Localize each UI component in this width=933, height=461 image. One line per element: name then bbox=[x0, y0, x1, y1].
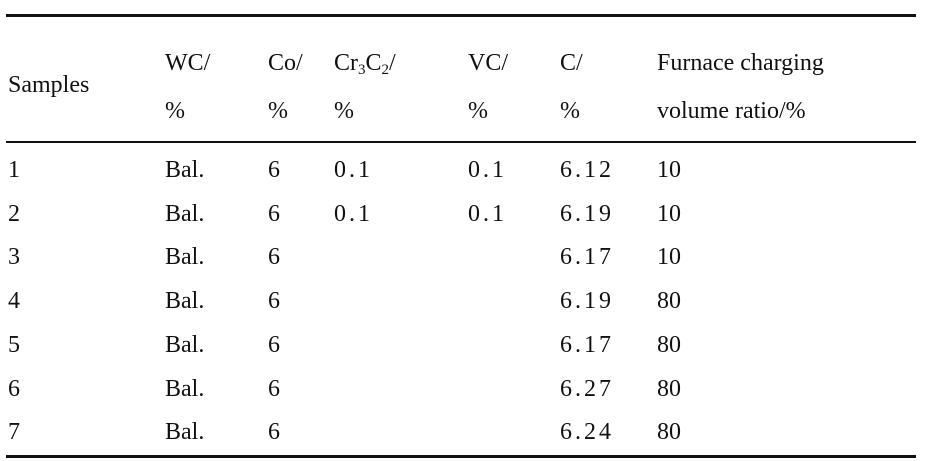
table-cell: Bal. bbox=[165, 244, 205, 271]
table-cell: 0.1 bbox=[334, 200, 373, 227]
header-text: Cr bbox=[334, 50, 358, 76]
table-cell: 10 bbox=[657, 157, 681, 183]
header-text: 3 bbox=[358, 62, 366, 78]
top-rule bbox=[6, 14, 916, 17]
header-cell: % bbox=[268, 96, 288, 126]
header-text: C/ bbox=[560, 50, 583, 76]
table-cell: 7 bbox=[8, 419, 20, 446]
table-cell: 5 bbox=[8, 331, 20, 358]
header-rule bbox=[6, 141, 916, 143]
header-text: C bbox=[365, 50, 382, 76]
header-cell: volume ratio/% bbox=[657, 96, 806, 126]
table-cell: Bal. bbox=[165, 200, 205, 227]
table-cell: 0.1 bbox=[468, 200, 507, 227]
table-cell: 10 bbox=[657, 244, 681, 271]
table-cell: Bal. bbox=[165, 157, 205, 183]
table-cell: Bal. bbox=[165, 419, 205, 446]
table-cell: 6 bbox=[268, 419, 280, 446]
header-text: % bbox=[334, 98, 354, 124]
header-cell: WC/ bbox=[165, 48, 210, 78]
table-cell: 6 bbox=[268, 375, 280, 402]
header-cell: % bbox=[334, 96, 354, 126]
table-cell: 6.19 bbox=[560, 200, 614, 227]
header-text: WC/ bbox=[165, 50, 211, 76]
header-cell: VC/ bbox=[468, 48, 508, 78]
table-cell: 6.24 bbox=[560, 419, 614, 446]
table-cell: Bal. bbox=[165, 331, 205, 358]
table-cell: 1 bbox=[8, 157, 20, 183]
table-cell: 3 bbox=[8, 244, 20, 271]
header-cell: % bbox=[560, 96, 580, 126]
table-cell: 6 bbox=[268, 244, 280, 271]
header-text: 2 bbox=[381, 62, 390, 78]
header-cell: Samples bbox=[8, 70, 89, 100]
table-cell: 4 bbox=[8, 288, 20, 315]
table-cell: 6 bbox=[268, 331, 280, 358]
table-cell: 0.1 bbox=[468, 157, 507, 183]
header-text: Samples bbox=[8, 72, 90, 98]
header-text: % bbox=[560, 98, 580, 124]
table-cell: 6 bbox=[268, 288, 280, 315]
table-cell: 6 bbox=[8, 375, 20, 402]
table-cell: 80 bbox=[657, 375, 681, 402]
header-cell: Cr3C2/ bbox=[334, 48, 396, 85]
table-cell: 80 bbox=[657, 419, 681, 446]
header-text: Co/ bbox=[268, 50, 303, 76]
table-cell: 2 bbox=[8, 200, 20, 227]
header-text: % bbox=[165, 98, 185, 124]
bottom-rule bbox=[6, 455, 916, 458]
table-cell: 80 bbox=[657, 288, 681, 315]
table-cell: 6.12 bbox=[560, 157, 614, 183]
table-cell: 6.17 bbox=[560, 244, 614, 271]
header-cell: Co/ bbox=[268, 48, 303, 78]
header-cell: % bbox=[165, 96, 185, 126]
header-text: VC/ bbox=[468, 50, 509, 76]
table-cell: 6 bbox=[268, 200, 280, 227]
header-text: Furnace charging bbox=[657, 50, 824, 76]
table-cell: 10 bbox=[657, 200, 681, 227]
header-cell: % bbox=[468, 96, 488, 126]
table-cell: Bal. bbox=[165, 375, 205, 402]
table-cell: 6 bbox=[268, 157, 280, 183]
header-text: / bbox=[389, 50, 396, 76]
table-cell: 6.17 bbox=[560, 331, 614, 358]
table-cell: Bal. bbox=[165, 288, 205, 315]
header-text: volume ratio/% bbox=[657, 98, 806, 124]
header-text: % bbox=[268, 98, 288, 124]
header-cell: Furnace charging bbox=[657, 48, 824, 78]
table-cell: 6.27 bbox=[560, 375, 614, 402]
header-text: % bbox=[468, 98, 488, 124]
header-cell: C/ bbox=[560, 48, 583, 78]
table-cell: 0.1 bbox=[334, 157, 373, 183]
table-cell: 6.19 bbox=[560, 288, 614, 315]
table-cell: 80 bbox=[657, 331, 681, 358]
